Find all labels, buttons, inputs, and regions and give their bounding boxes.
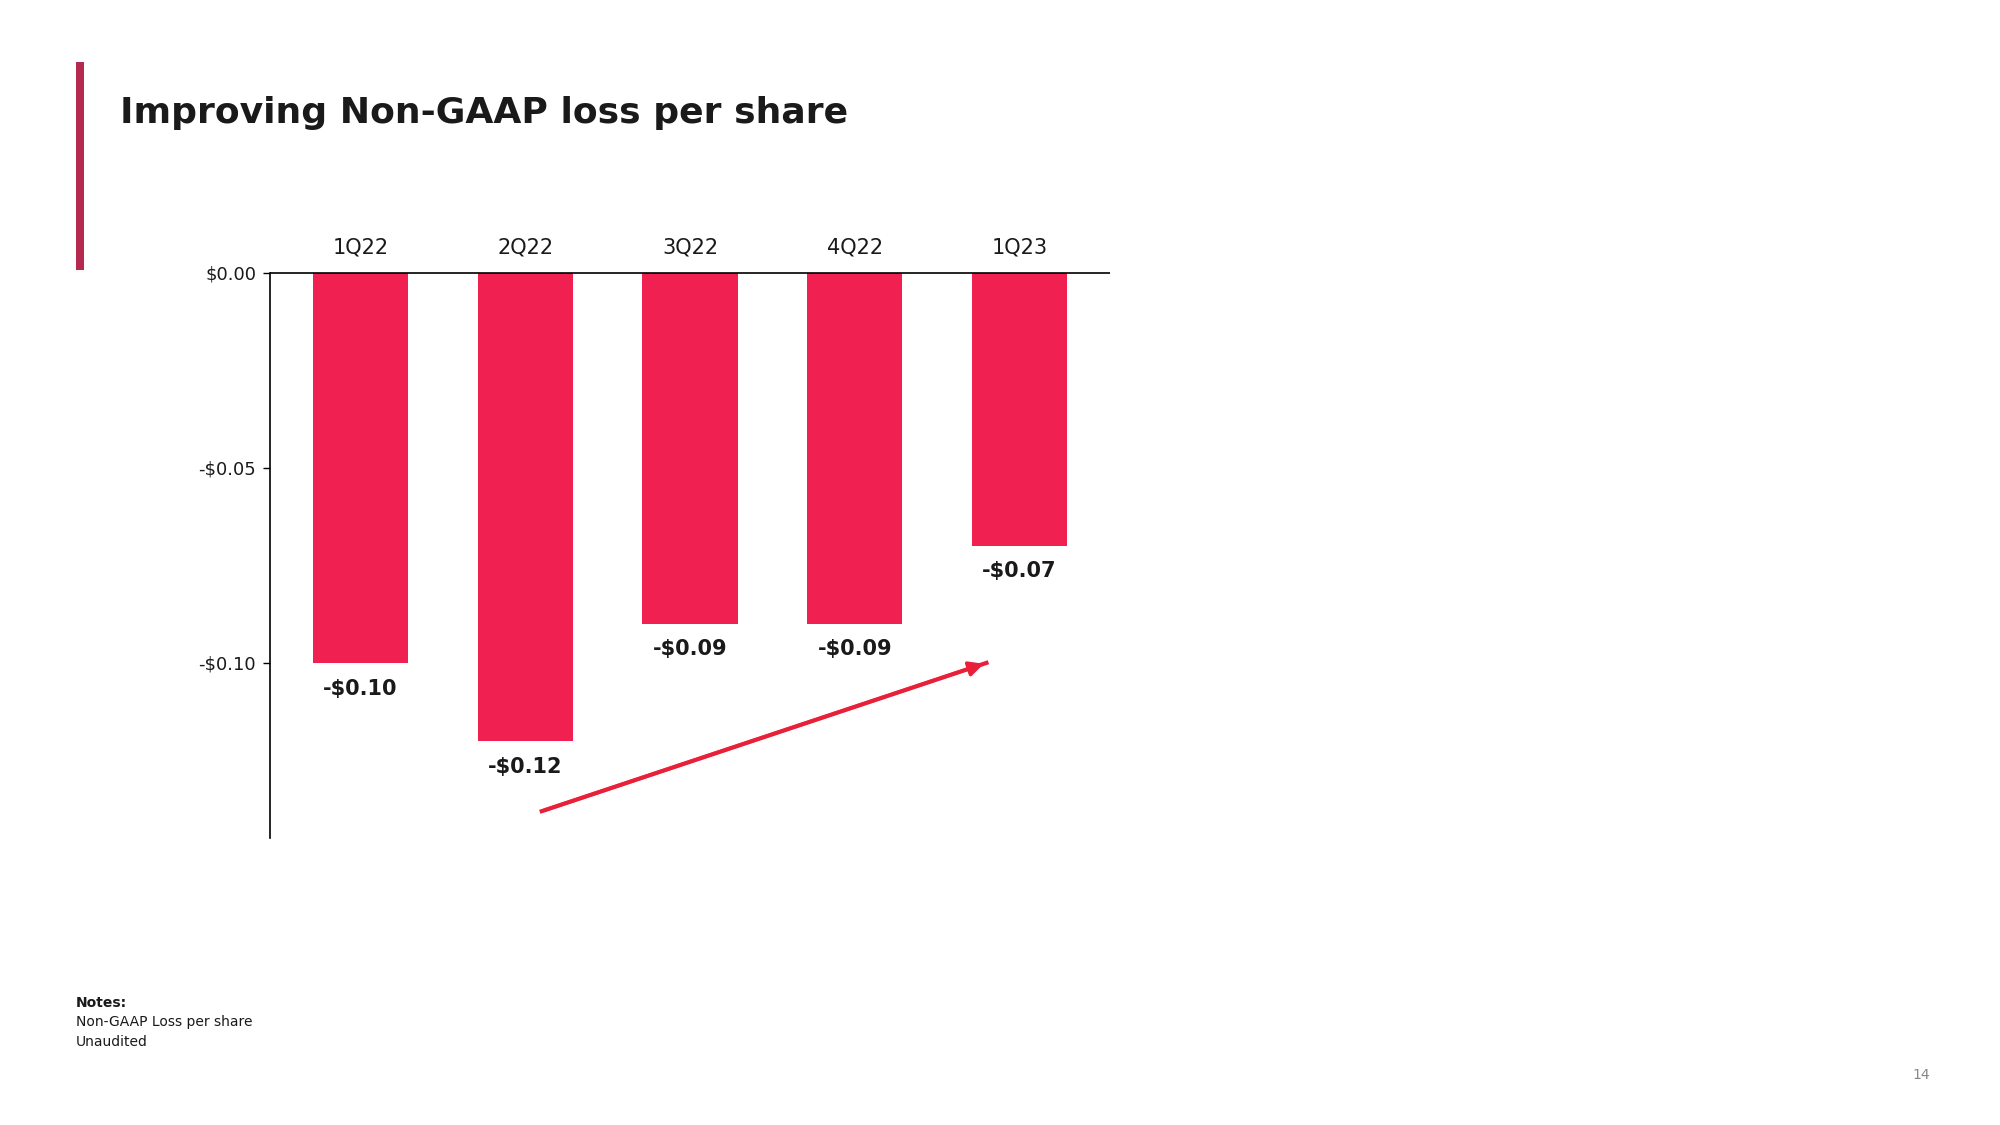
Text: -$0.12: -$0.12 <box>488 756 562 776</box>
Bar <box>478 272 574 741</box>
Text: Notes:: Notes: <box>76 996 128 1009</box>
Bar <box>312 272 408 663</box>
Text: -$0.09: -$0.09 <box>818 639 892 659</box>
Text: 1Q23: 1Q23 <box>992 237 1048 258</box>
Text: Improving Non-GAAP loss per share: Improving Non-GAAP loss per share <box>120 96 848 129</box>
Text: -$0.09: -$0.09 <box>652 639 728 659</box>
Text: 1Q22: 1Q22 <box>332 237 388 258</box>
Text: 2Q22: 2Q22 <box>498 237 554 258</box>
Text: 3Q22: 3Q22 <box>662 237 718 258</box>
Text: -$0.10: -$0.10 <box>324 678 398 699</box>
Bar <box>642 272 738 624</box>
Bar <box>806 272 902 624</box>
Text: 4Q22: 4Q22 <box>826 237 882 258</box>
Text: 14: 14 <box>1912 1069 1930 1082</box>
Text: Non-GAAP Loss per share
Unaudited: Non-GAAP Loss per share Unaudited <box>76 1015 252 1050</box>
Text: -$0.07: -$0.07 <box>982 561 1056 582</box>
Bar <box>972 272 1068 546</box>
